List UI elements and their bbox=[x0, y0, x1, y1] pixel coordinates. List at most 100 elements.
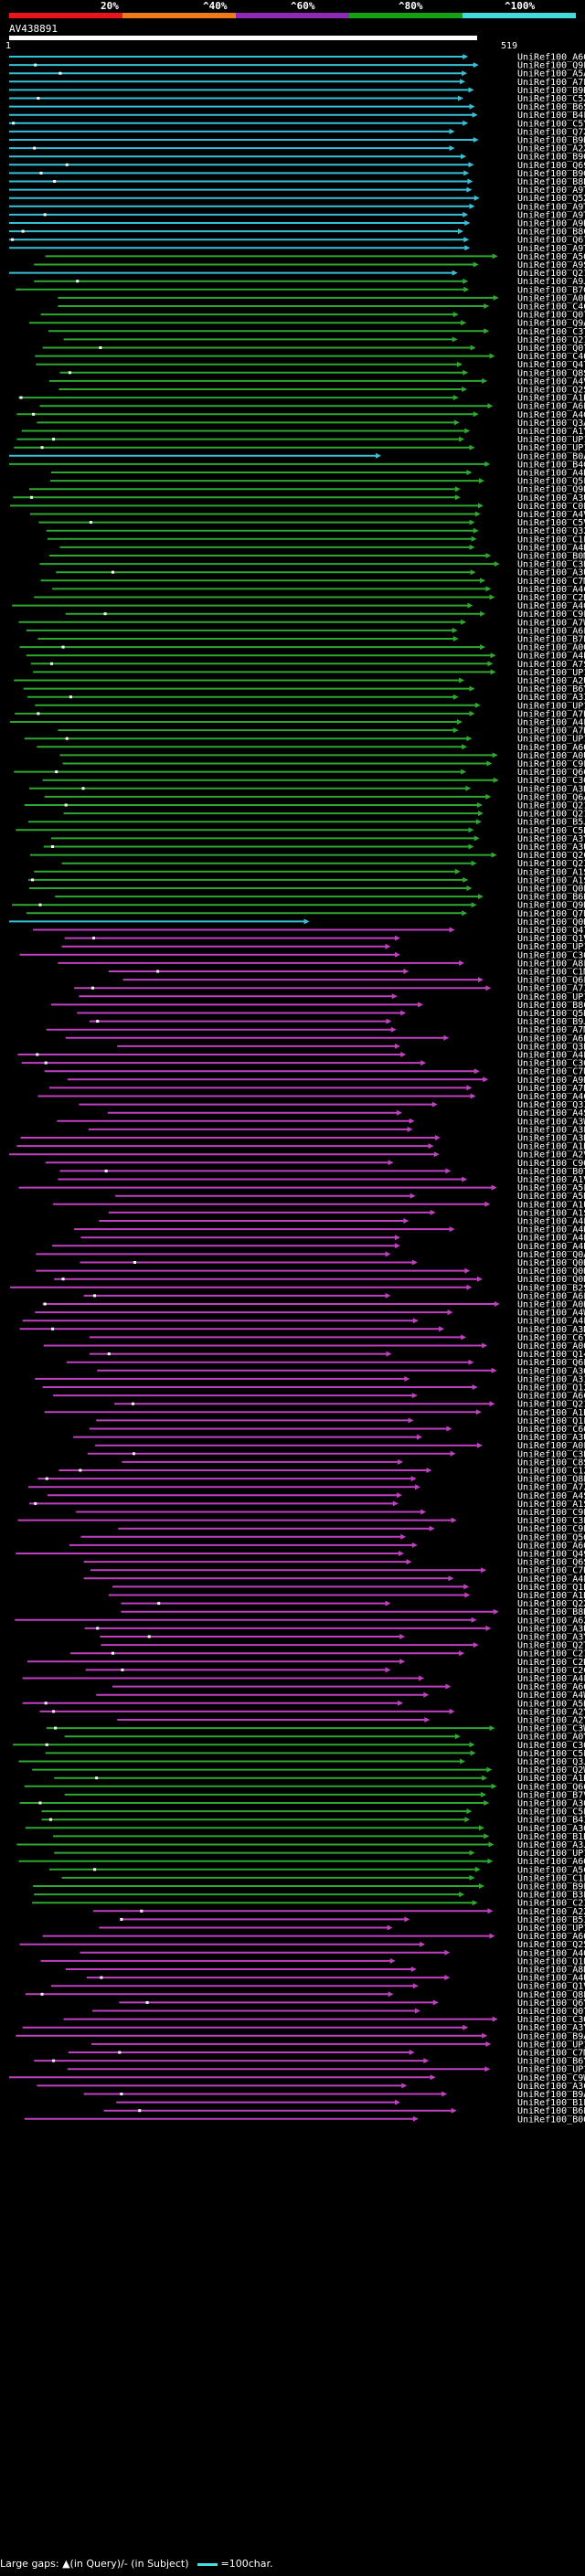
hit-label[interactable]: UniRef100_A3I254 bbox=[517, 693, 585, 703]
hit-label[interactable]: UniRef100_A3UWZ2 bbox=[517, 1433, 585, 1443]
hit-label[interactable]: UniRef100_A4FZ06 bbox=[517, 1674, 585, 1684]
hit-label[interactable]: UniRef100_B0QGL8 bbox=[517, 2115, 585, 2125]
hit-label[interactable]: UniRef100_C5X9R2 bbox=[517, 94, 585, 104]
hit-label[interactable]: UniRef100_UP1000.. bbox=[517, 2065, 585, 2075]
hit-label[interactable]: UniRef100_A2ZEZ8 bbox=[517, 1907, 585, 1917]
hit-label[interactable]: UniRef100_Q07TJ1 bbox=[517, 344, 585, 354]
hit-label[interactable]: UniRef100_A3PNA4 bbox=[517, 1125, 585, 1135]
hit-label[interactable]: UniRef100_Q25K84 bbox=[517, 1940, 585, 1950]
hit-label[interactable]: UniRef100_A4KZS8 bbox=[517, 1225, 585, 1235]
hit-label[interactable]: UniRef100_C5VLF7 bbox=[517, 518, 585, 528]
hit-label[interactable]: UniRef100_A4VRK0 bbox=[517, 376, 585, 387]
hit-label[interactable]: UniRef100_A5FH59 bbox=[517, 1183, 585, 1193]
hit-label[interactable]: UniRef100_A4RL14 bbox=[517, 469, 585, 479]
hit-label[interactable]: UniRef100_C8SJ19 bbox=[517, 1458, 585, 1468]
hit-label[interactable]: UniRef100_UP1000.. bbox=[517, 942, 585, 952]
hit-label[interactable]: UniRef100_A1HAX5 bbox=[517, 1591, 585, 1601]
hit-label[interactable]: UniRef100_A4EER0 bbox=[517, 1051, 585, 1061]
hit-label[interactable]: UniRef100_C3Q4H2 bbox=[517, 1741, 585, 1751]
hit-label[interactable]: UniRef100_A4GSU9 bbox=[517, 410, 585, 420]
hit-label[interactable]: UniRef100_C3WYV1 bbox=[517, 1724, 585, 1734]
hit-label[interactable]: UniRef100_A0QBU9 bbox=[517, 1341, 585, 1352]
hit-label[interactable]: UniRef100_B9G239 bbox=[517, 169, 585, 179]
hit-label[interactable]: UniRef100_A5HMH6 bbox=[517, 1699, 585, 1709]
hit-label[interactable]: UniRef100_B6Y075 bbox=[517, 2057, 585, 2067]
hit-label[interactable]: UniRef100_UP1000.. bbox=[517, 435, 585, 445]
hit-label[interactable]: UniRef100_Q6LJ65 bbox=[517, 1358, 585, 1368]
hit-label[interactable]: UniRef100_A9DGA2 bbox=[517, 1076, 585, 1086]
hit-label[interactable]: UniRef100_Q12ZY5 bbox=[517, 1383, 585, 1394]
hit-label[interactable]: UniRef100_A7P9P4 bbox=[517, 78, 585, 88]
hit-label[interactable]: UniRef100_A5AQT9 bbox=[517, 69, 585, 80]
hit-label[interactable]: UniRef100_Q07UU4 bbox=[517, 2007, 585, 2017]
hit-label[interactable]: UniRef100_B5I3U8 bbox=[517, 1915, 585, 1925]
hit-label[interactable]: UniRef100_C3PZM5 bbox=[517, 1516, 585, 1526]
hit-label[interactable]: UniRef100_A0H700 bbox=[517, 1300, 585, 1310]
hit-label[interactable]: UniRef100_Q21B10 bbox=[517, 801, 585, 811]
hit-label[interactable]: UniRef100_Q66GF9 bbox=[517, 768, 585, 778]
hit-label[interactable]: UniRef100_C9LDL8 bbox=[517, 759, 585, 769]
hit-label[interactable]: UniRef100_A9J0C8 bbox=[517, 277, 585, 287]
hit-label[interactable]: UniRef100_A4BYX3 bbox=[517, 1242, 585, 1252]
hit-label[interactable]: UniRef100_Q7XMT2 bbox=[517, 127, 585, 137]
hit-label[interactable]: UniRef100_A4U1J0 bbox=[517, 1974, 585, 1984]
hit-label[interactable]: UniRef100_A3YED8 bbox=[517, 2023, 585, 2033]
hit-label[interactable]: UniRef100_A5KVW3 bbox=[517, 1192, 585, 1202]
hit-label[interactable]: UniRef100_A3YEL2 bbox=[517, 834, 585, 844]
hit-label[interactable]: UniRef100_C4QBW6 bbox=[517, 352, 585, 362]
hit-label[interactable]: UniRef100_A0FS17 bbox=[517, 1441, 585, 1451]
hit-label[interactable]: UniRef100_C3TZG2 bbox=[517, 327, 585, 337]
hit-label[interactable]: UniRef100_C3HWA3 bbox=[517, 560, 585, 570]
hit-label[interactable]: UniRef100_C2CZX7 bbox=[517, 1666, 585, 1676]
hit-label[interactable]: UniRef100_B9J343 bbox=[517, 1017, 585, 1027]
hit-label[interactable]: UniRef100_A4L1N5 bbox=[517, 1317, 585, 1327]
hit-label[interactable]: UniRef100_B1KMF4 bbox=[517, 1832, 585, 1842]
hit-label[interactable]: UniRef100_Q8EPR1 bbox=[517, 1990, 585, 2000]
hit-label[interactable]: UniRef100_B8CJG2 bbox=[517, 1001, 585, 1011]
hit-label[interactable]: UniRef100_Q1LRK6 bbox=[517, 1416, 585, 1426]
hit-label[interactable]: UniRef100_C9LJ00 bbox=[517, 610, 585, 620]
hit-label[interactable]: UniRef100_A6L1M0 bbox=[517, 1291, 585, 1301]
hit-label[interactable]: UniRef100_Q21P00 bbox=[517, 1400, 585, 1410]
hit-label[interactable]: UniRef100_Q6Y705 bbox=[517, 1998, 585, 2009]
hit-label[interactable]: UniRef100_A1S3T8 bbox=[517, 875, 585, 885]
hit-label[interactable]: UniRef100_A1S999 bbox=[517, 1208, 585, 1218]
hit-label[interactable]: UniRef100_A6L059 bbox=[517, 626, 585, 636]
hit-label[interactable]: UniRef100_Q6F712 bbox=[517, 976, 585, 986]
hit-label[interactable]: UniRef100_Q8S2D7 bbox=[517, 368, 585, 378]
hit-label[interactable]: UniRef100_C1FS51 bbox=[517, 1873, 585, 1883]
hit-label[interactable]: UniRef100_A9SRP2 bbox=[517, 260, 585, 270]
hit-label[interactable]: UniRef100_B4FX76 bbox=[517, 111, 585, 121]
hit-label[interactable]: UniRef100_Q2TEL0 bbox=[517, 1641, 585, 1651]
hit-label[interactable]: UniRef100_UP1000.. bbox=[517, 701, 585, 711]
hit-label[interactable]: UniRef100_A7HBX6 bbox=[517, 726, 585, 737]
hit-label[interactable]: UniRef100_A2YXN1 bbox=[517, 1716, 585, 1726]
hit-label[interactable]: UniRef100_Q47192 bbox=[517, 360, 585, 370]
hit-label[interactable]: UniRef100_A0EFY6 bbox=[517, 293, 585, 303]
hit-label[interactable]: UniRef100_A1K4R8 bbox=[517, 394, 585, 404]
hit-label[interactable]: UniRef100_Q0HKZ5 bbox=[517, 1275, 585, 1285]
hit-label[interactable]: UniRef100_A2YUN4 bbox=[517, 1707, 585, 1717]
hit-label[interactable]: UniRef100_A6Q313 bbox=[517, 743, 585, 753]
hit-label[interactable]: UniRef100_A9TYY1 bbox=[517, 244, 585, 254]
hit-label[interactable]: UniRef100_A3IZ03 bbox=[517, 1374, 585, 1384]
hit-label[interactable]: UniRef100_A7MSW9 bbox=[517, 1025, 585, 1035]
hit-label[interactable]: UniRef100_A3JZ66 bbox=[517, 1840, 585, 1850]
hit-label[interactable]: UniRef100_A1RNP5 bbox=[517, 1408, 585, 1418]
hit-label[interactable]: UniRef100_A4CFS8 bbox=[517, 1092, 585, 1102]
hit-label[interactable]: UniRef100_Q3IJS3 bbox=[517, 1100, 585, 1110]
hit-label[interactable]: UniRef100_A1SYZ3 bbox=[517, 867, 585, 877]
hit-label[interactable]: UniRef100_A4LGK3 bbox=[517, 1217, 585, 1227]
hit-label[interactable]: UniRef100_A7SU40 bbox=[517, 660, 585, 670]
hit-label[interactable]: UniRef100_Q9D456 bbox=[517, 901, 585, 911]
hit-label[interactable]: UniRef100_A2VZH7 bbox=[517, 1150, 585, 1161]
hit-label[interactable]: UniRef100_B0M846 bbox=[517, 552, 585, 562]
hit-label[interactable]: UniRef100_C6YTQ2 bbox=[517, 1333, 585, 1343]
hit-label[interactable]: UniRef100_B7BDH3 bbox=[517, 635, 585, 645]
hit-label[interactable]: UniRef100_A0UDU4 bbox=[517, 751, 585, 761]
hit-label[interactable]: UniRef100_A1U0J2 bbox=[517, 1200, 585, 1210]
hit-label[interactable]: UniRef100_B1L9P5 bbox=[517, 2098, 585, 2108]
hit-label[interactable]: UniRef100_C7RB50 bbox=[517, 1566, 585, 1576]
hit-label[interactable]: UniRef100_A3D0U4 bbox=[517, 1325, 585, 1335]
hit-label[interactable]: UniRef100_B8K4L3 bbox=[517, 1607, 585, 1617]
